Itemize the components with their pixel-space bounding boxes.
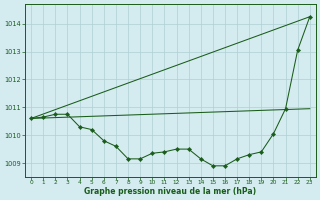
X-axis label: Graphe pression niveau de la mer (hPa): Graphe pression niveau de la mer (hPa): [84, 187, 257, 196]
